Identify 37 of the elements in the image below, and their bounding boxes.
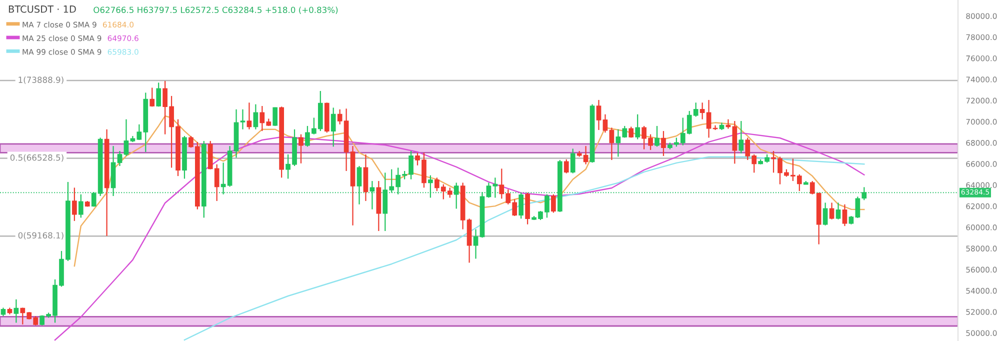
candlestick xyxy=(822,202,828,226)
candlestick xyxy=(570,148,576,174)
candlestick xyxy=(654,125,660,148)
candlestick xyxy=(117,150,122,167)
candlestick xyxy=(246,102,252,130)
candlestick xyxy=(609,127,614,161)
candlestick xyxy=(72,187,77,222)
ref-line-label: 0.5(66528.5) xyxy=(10,154,64,162)
candlestick xyxy=(836,202,841,220)
annotation: O62766.5 H63797.5 L62572.5 C63284.5 +518.0 (+0.83%) xyxy=(94,6,338,14)
candlestick xyxy=(14,298,19,324)
candlestick xyxy=(551,194,556,214)
chart-title: BTCUSDT · 1D xyxy=(8,5,76,13)
candlestick xyxy=(240,108,246,130)
candlestick xyxy=(635,114,640,140)
candlestick xyxy=(473,228,478,260)
candlestick xyxy=(602,114,608,134)
candlestick xyxy=(564,158,569,174)
candlestick xyxy=(700,102,705,120)
candlestick xyxy=(363,154,368,202)
candlestick xyxy=(842,204,848,227)
candlestick xyxy=(829,202,834,220)
candlestick xyxy=(124,118,129,157)
ref-line-label: 0(59168.1) xyxy=(18,232,64,240)
candlestick xyxy=(726,118,731,130)
candlestick xyxy=(738,120,744,154)
candlestick xyxy=(298,134,304,164)
candlestick xyxy=(253,104,258,130)
candlestick xyxy=(661,130,666,157)
candlestick xyxy=(596,99,602,131)
candlestick xyxy=(732,120,738,164)
ref-line-label: 1(73888.9) xyxy=(18,76,64,84)
candlestick xyxy=(706,99,712,138)
candlestick xyxy=(156,82,162,108)
candlestick xyxy=(330,107,336,148)
candlestick xyxy=(272,106,278,127)
candlestick xyxy=(150,87,155,108)
